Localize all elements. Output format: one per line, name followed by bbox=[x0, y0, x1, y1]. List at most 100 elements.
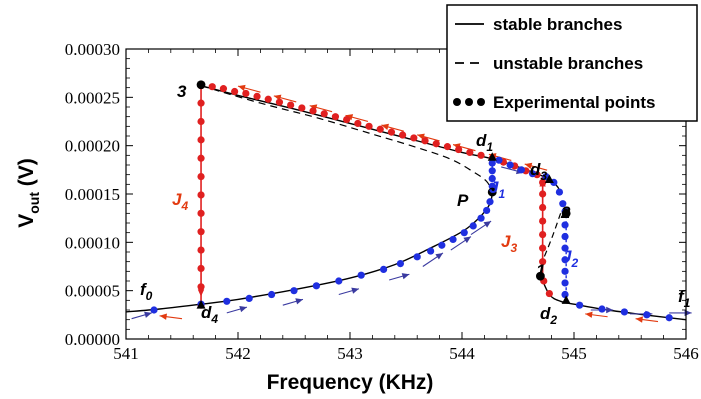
experimental-point-blue bbox=[312, 282, 320, 290]
legend-label-stable: stable branches bbox=[493, 15, 622, 34]
label-d2: d2 bbox=[540, 304, 557, 327]
unstable-branch-middle bbox=[200, 85, 493, 193]
experimental-point-blue bbox=[245, 294, 253, 302]
experimental-point-blue bbox=[561, 244, 569, 252]
experimental-point-blue bbox=[396, 260, 404, 268]
y-axis-label-sub: out bbox=[26, 192, 42, 214]
label-J1: J1 bbox=[489, 178, 505, 201]
y-axis-label-main: V bbox=[15, 214, 38, 228]
legend: stable branches unstable branches Experi… bbox=[446, 4, 698, 122]
label-ptP: P bbox=[457, 191, 469, 210]
experimental-point-red bbox=[539, 203, 547, 212]
label-pt3: 3 bbox=[177, 82, 187, 101]
experimental-point-red bbox=[354, 119, 362, 128]
y-axis-label: Vout (V) bbox=[15, 158, 42, 228]
unstable-branch-right bbox=[539, 213, 562, 276]
experimental-point-blue bbox=[290, 287, 298, 295]
experimental-point-blue bbox=[150, 306, 158, 314]
experimental-point-blue bbox=[469, 222, 477, 230]
experimental-point-red bbox=[455, 145, 463, 154]
x-tick-label: 546 bbox=[673, 344, 699, 363]
legend-label-experimental: Experimental points bbox=[493, 93, 655, 112]
legend-box bbox=[446, 4, 698, 122]
y-tick-label: 0.00015 bbox=[65, 185, 120, 204]
y-tick-label: 0.00010 bbox=[65, 233, 120, 252]
experimental-point-blue bbox=[665, 314, 673, 322]
arrow-red-upper-head bbox=[524, 162, 533, 169]
experimental-point-blue bbox=[486, 198, 494, 206]
label-d1: d1 bbox=[476, 131, 493, 154]
y-tick-label: 0.00000 bbox=[65, 330, 120, 349]
arrow-red-upper-head bbox=[381, 123, 389, 130]
jump-triangle-marker bbox=[196, 300, 206, 309]
arrow-red-left-lower-head bbox=[159, 313, 167, 320]
experimental-point-blue bbox=[495, 156, 503, 164]
experimental-point-blue bbox=[643, 311, 651, 319]
experimental-point-red bbox=[197, 154, 205, 162]
jump-triangle-marker bbox=[561, 295, 571, 304]
label-f0: f0 bbox=[140, 280, 153, 303]
experimental-point-red bbox=[432, 140, 440, 148]
experimental-point-red bbox=[264, 95, 272, 103]
experimental-point-red bbox=[387, 128, 396, 136]
x-tick-label: 545 bbox=[561, 344, 587, 363]
label-J2: J2 bbox=[562, 247, 578, 270]
experimental-point-blue bbox=[561, 232, 569, 241]
experimental-point-blue bbox=[561, 256, 569, 264]
experimental-point-blue bbox=[357, 271, 365, 279]
y-tick-label: 0.00025 bbox=[65, 88, 120, 107]
experimental-point-red bbox=[466, 148, 474, 157]
label-d3: d3 bbox=[530, 160, 547, 183]
arrow-blue-lower-head bbox=[435, 253, 443, 260]
arrow-blue-lower-head bbox=[144, 311, 152, 318]
experimental-point-red bbox=[410, 134, 418, 142]
experimental-point-red bbox=[197, 246, 205, 254]
experimental-point-blue bbox=[576, 301, 584, 309]
arrow-red-right-lower-head bbox=[585, 311, 593, 318]
experimental-point-red bbox=[287, 101, 295, 109]
experimental-point-red bbox=[539, 190, 547, 198]
arrow-red-J4-head bbox=[197, 289, 205, 297]
experimental-point-red bbox=[309, 107, 317, 115]
experimental-point-red bbox=[197, 283, 205, 291]
experimental-point-red bbox=[320, 110, 328, 118]
y-axis-label-unit: (V) bbox=[15, 158, 38, 192]
jump-triangle-marker bbox=[544, 174, 554, 183]
jump-triangle-marker bbox=[487, 152, 497, 161]
experimental-point-blue bbox=[528, 170, 537, 178]
arrow-blue-lower-head bbox=[351, 287, 359, 294]
x-tick-label: 542 bbox=[225, 344, 251, 363]
arrow-red-right-lower-head bbox=[635, 316, 643, 323]
legend-dots-swatch bbox=[453, 98, 485, 106]
experimental-point-blue bbox=[477, 214, 485, 222]
experimental-point-blue bbox=[223, 297, 231, 305]
experimental-point-blue bbox=[561, 290, 569, 299]
arrow-layer bbox=[131, 84, 692, 323]
bifurcation-point bbox=[561, 208, 571, 218]
experimental-point-red bbox=[197, 173, 205, 181]
experimental-point-blue bbox=[559, 200, 567, 208]
x-tick-label: 541 bbox=[113, 344, 139, 363]
experimental-point-red bbox=[443, 143, 452, 151]
axes: 541 542 543 544 545 546 0.00000 0.00005 0.00010 0… bbox=[65, 40, 699, 363]
experimental-point-red bbox=[399, 131, 407, 139]
experimental-point-blue bbox=[427, 247, 435, 255]
arrow-blue-lower-head bbox=[401, 273, 410, 280]
experimental-point-red bbox=[376, 125, 384, 133]
experimental-point-red bbox=[477, 151, 485, 159]
label-d4: d4 bbox=[201, 303, 218, 326]
experimental-point-red bbox=[253, 92, 261, 100]
experimental-point-blue bbox=[561, 279, 569, 287]
label-J3: J3 bbox=[501, 232, 517, 255]
experimental-point-red bbox=[242, 89, 250, 98]
experimental-point-blue bbox=[413, 253, 421, 261]
experimental-point-red bbox=[343, 115, 351, 124]
experimental-point-blue bbox=[598, 305, 606, 313]
experimental-point-red bbox=[197, 191, 205, 199]
label-pt1: 1 bbox=[536, 261, 545, 280]
experimental-point-blue bbox=[483, 206, 491, 215]
experimental-point-red bbox=[275, 98, 284, 106]
x-tick-label: 544 bbox=[449, 344, 475, 363]
x-axis-label: Frequency (KHz) bbox=[267, 371, 434, 394]
